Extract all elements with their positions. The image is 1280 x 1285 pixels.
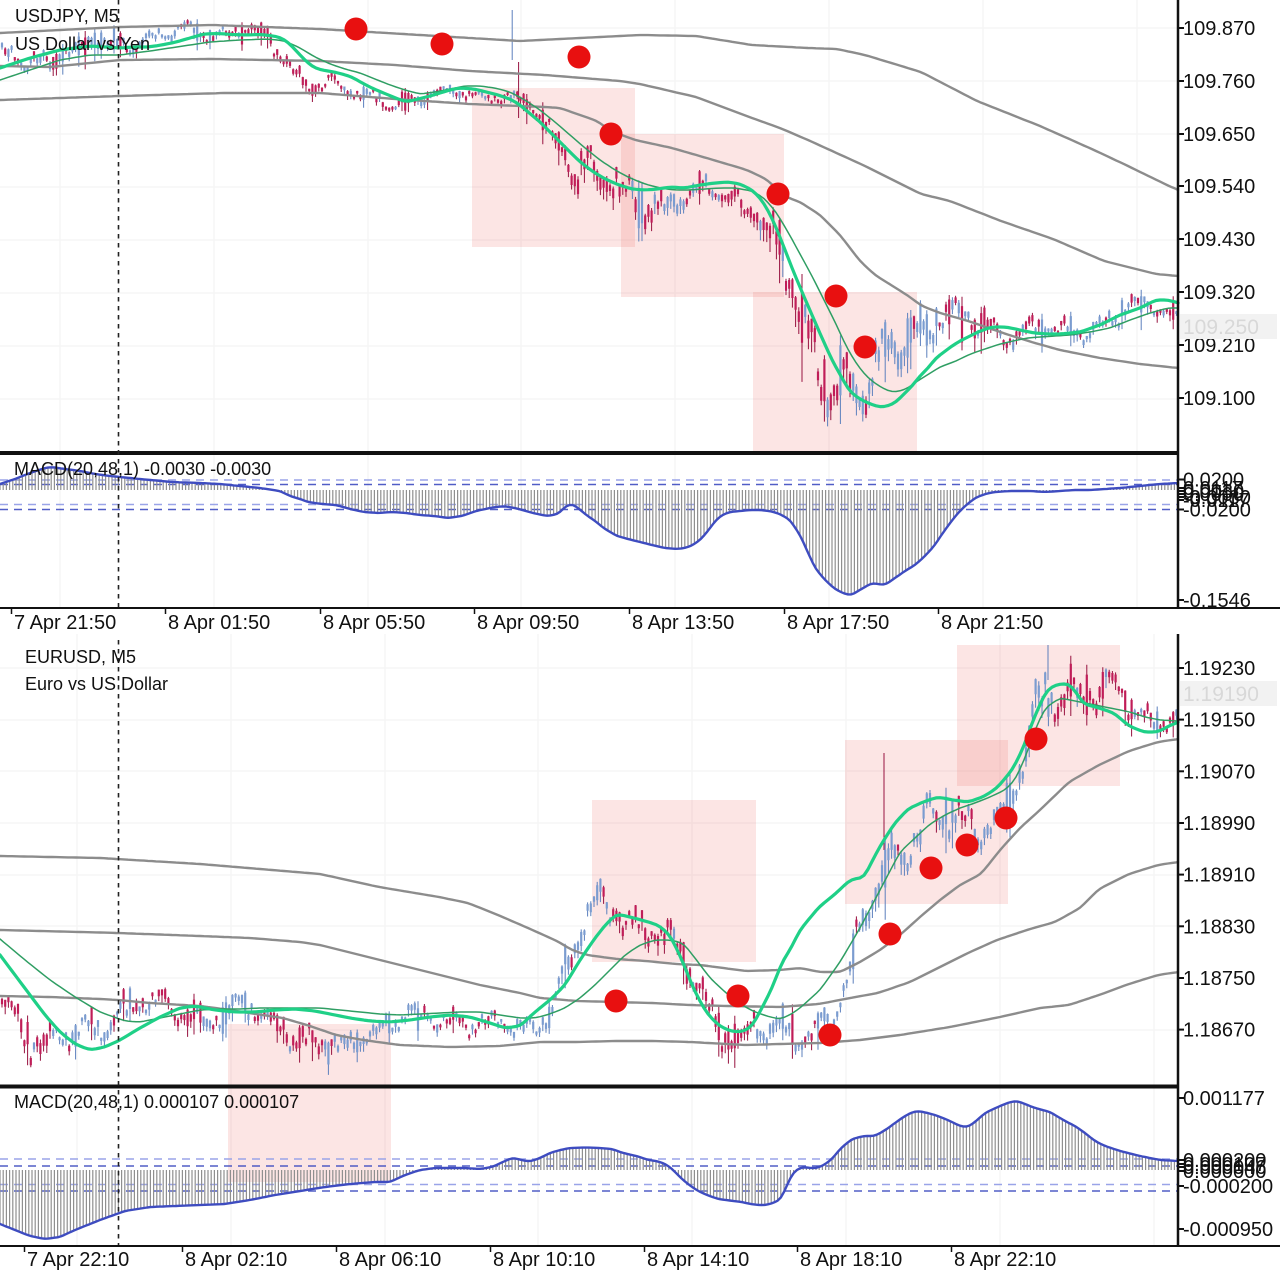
svg-text:-0.000200: -0.000200 (1183, 1176, 1273, 1198)
svg-text:US Dollar vs Yen: US Dollar vs Yen (15, 34, 150, 54)
svg-text:8 Apr 21:50: 8 Apr 21:50 (941, 612, 1043, 634)
svg-text:0.0000: 0.0000 (1183, 484, 1244, 506)
svg-text:1.19070: 1.19070 (1183, 761, 1255, 783)
svg-text:109.430: 109.430 (1183, 229, 1255, 251)
svg-text:8 Apr 06:10: 8 Apr 06:10 (339, 1249, 441, 1271)
svg-text:0.000107: 0.000107 (1183, 1154, 1266, 1176)
svg-text:8 Apr 02:10: 8 Apr 02:10 (185, 1249, 287, 1271)
svg-text:8 Apr 10:10: 8 Apr 10:10 (493, 1249, 595, 1271)
svg-text:Euro vs US Dollar: Euro vs US Dollar (25, 674, 168, 694)
svg-text:0.000046: 0.000046 (1183, 1157, 1266, 1179)
svg-text:109.760: 109.760 (1183, 71, 1255, 93)
svg-text:USDJPY, M5: USDJPY, M5 (15, 6, 119, 26)
svg-text:8 Apr 05:50: 8 Apr 05:50 (323, 612, 425, 634)
svg-text:0.0200: 0.0200 (1183, 470, 1244, 492)
svg-text:1.18670: 1.18670 (1183, 1020, 1255, 1042)
svg-text:109.650: 109.650 (1183, 124, 1255, 146)
svg-text:7 Apr 21:50: 7 Apr 21:50 (14, 612, 116, 634)
svg-text:EURUSD, M5: EURUSD, M5 (25, 647, 136, 667)
svg-text:1.19150: 1.19150 (1183, 710, 1255, 732)
svg-text:-0.1546: -0.1546 (1183, 590, 1251, 612)
svg-text:0.001177: 0.001177 (1183, 1088, 1265, 1110)
svg-text:0.0030: 0.0030 (1183, 481, 1244, 503)
svg-text:1.18990: 1.18990 (1183, 813, 1255, 835)
svg-text:MACD(20,48,1) -0.0030 -0.0030: MACD(20,48,1) -0.0030 -0.0030 (14, 459, 271, 479)
svg-text:0.000000: 0.000000 (1183, 1161, 1266, 1183)
svg-text:-0.000950: -0.000950 (1183, 1219, 1273, 1241)
svg-text:MACD(20,48,1) 0.000107 0.00010: MACD(20,48,1) 0.000107 0.000107 (14, 1092, 299, 1112)
svg-text:8 Apr 14:10: 8 Apr 14:10 (647, 1249, 749, 1271)
svg-text:109.250: 109.250 (1183, 316, 1259, 339)
svg-text:109.210: 109.210 (1183, 335, 1255, 357)
svg-text:0.000200: 0.000200 (1183, 1150, 1266, 1172)
svg-text:1.18910: 1.18910 (1183, 865, 1255, 887)
svg-text:109.100: 109.100 (1183, 388, 1255, 410)
svg-text:1.18830: 1.18830 (1183, 916, 1255, 938)
svg-text:-0.0200: -0.0200 (1183, 500, 1251, 522)
svg-text:8 Apr 09:50: 8 Apr 09:50 (477, 612, 579, 634)
svg-text:0.0117: 0.0117 (1183, 478, 1243, 500)
svg-text:8 Apr 13:50: 8 Apr 13:50 (632, 612, 734, 634)
svg-text:109.870: 109.870 (1183, 18, 1255, 40)
svg-text:1.19190: 1.19190 (1183, 683, 1259, 706)
svg-text:8 Apr 17:50: 8 Apr 17:50 (787, 612, 889, 634)
svg-text:7 Apr 22:10: 7 Apr 22:10 (27, 1249, 129, 1271)
svg-text:8 Apr 01:50: 8 Apr 01:50 (168, 612, 270, 634)
svg-text:1.18750: 1.18750 (1183, 968, 1255, 990)
svg-text:-0.0117: -0.0117 (1183, 490, 1249, 512)
svg-text:109.540: 109.540 (1183, 176, 1255, 198)
svg-text:1.19230: 1.19230 (1183, 658, 1255, 680)
svg-text:-0.0030: -0.0030 (1183, 487, 1251, 509)
svg-text:8 Apr 18:10: 8 Apr 18:10 (800, 1249, 902, 1271)
svg-text:8 Apr 22:10: 8 Apr 22:10 (954, 1249, 1056, 1271)
svg-text:109.320: 109.320 (1183, 282, 1255, 304)
